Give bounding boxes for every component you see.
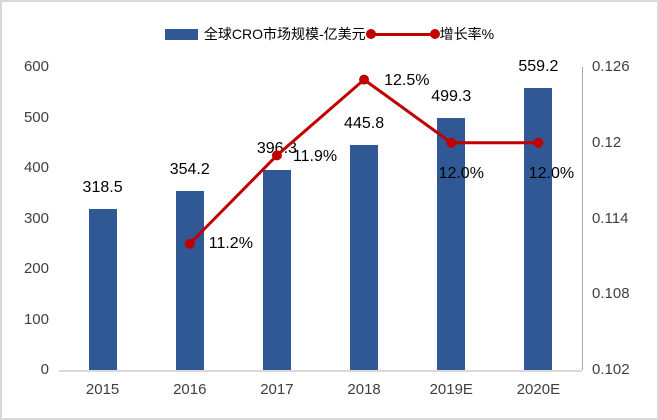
x-axis-label: 2018: [347, 381, 381, 398]
left-axis-tick: 200: [23, 260, 49, 277]
bar-2018: [350, 144, 379, 370]
growth-value-label: 11.9%: [292, 148, 338, 166]
legend-item-bar-series: 全球CRO市场规模-亿美元: [164, 24, 366, 44]
right-axis-tick: 0.108: [592, 285, 630, 303]
growth-value-label: 11.2%: [208, 234, 253, 252]
left-axis-tick: 500: [23, 108, 49, 126]
right-axis-tick: 0.126: [592, 58, 630, 75]
bar-2020E: [524, 87, 553, 370]
bar-series-swatch-icon: [164, 28, 198, 40]
bar-value-label: 499.3: [431, 87, 472, 105]
right-axis-tick: 0.102: [592, 361, 630, 378]
x-axis-label: 2019E: [429, 381, 473, 398]
growth-value-label: 12.0%: [438, 164, 484, 182]
x-axis-label: 2020E: [516, 381, 561, 398]
growth-point-marker: [359, 74, 370, 85]
left-axis-tick: 400: [23, 159, 49, 176]
bar-value-label: 559.2: [518, 57, 559, 75]
legend-bar-label: 全球CRO市场规模-亿美元: [203, 26, 366, 42]
left-axis-tick: 0: [40, 361, 49, 378]
bar-2017: [262, 169, 291, 370]
right-axis-line: [582, 67, 583, 370]
line-series-swatch-icon: [365, 28, 440, 40]
left-axis-tick: 300: [23, 209, 49, 227]
bar-value-label: 354.2: [169, 161, 210, 179]
x-axis-label: 2015: [85, 381, 120, 398]
bar-value-label: 318.5: [82, 179, 123, 197]
growth-value-label: 12.0%: [528, 164, 575, 182]
legend-item-line-series: 增长率%: [365, 24, 495, 44]
right-axis-tick: 0.114: [592, 209, 629, 227]
bar-2015: [88, 209, 117, 370]
bar-2019E: [437, 117, 466, 370]
growth-value-label: 12.5%: [384, 71, 430, 89]
bar-2016: [175, 191, 204, 370]
legend-line-label: 增长率%: [439, 26, 495, 42]
left-axis-tick: 100: [23, 310, 49, 328]
chart-legend: 全球CRO市场规模-亿美元 增长率%: [2, 24, 657, 44]
bar-value-label: 445.8: [344, 114, 385, 132]
x-axis-line: [59, 370, 582, 372]
left-axis-tick: 600: [23, 58, 49, 75]
x-axis-label: 2016: [173, 381, 207, 398]
x-axis-label: 2017: [260, 381, 294, 398]
right-axis-tick: 0.12: [592, 133, 622, 151]
